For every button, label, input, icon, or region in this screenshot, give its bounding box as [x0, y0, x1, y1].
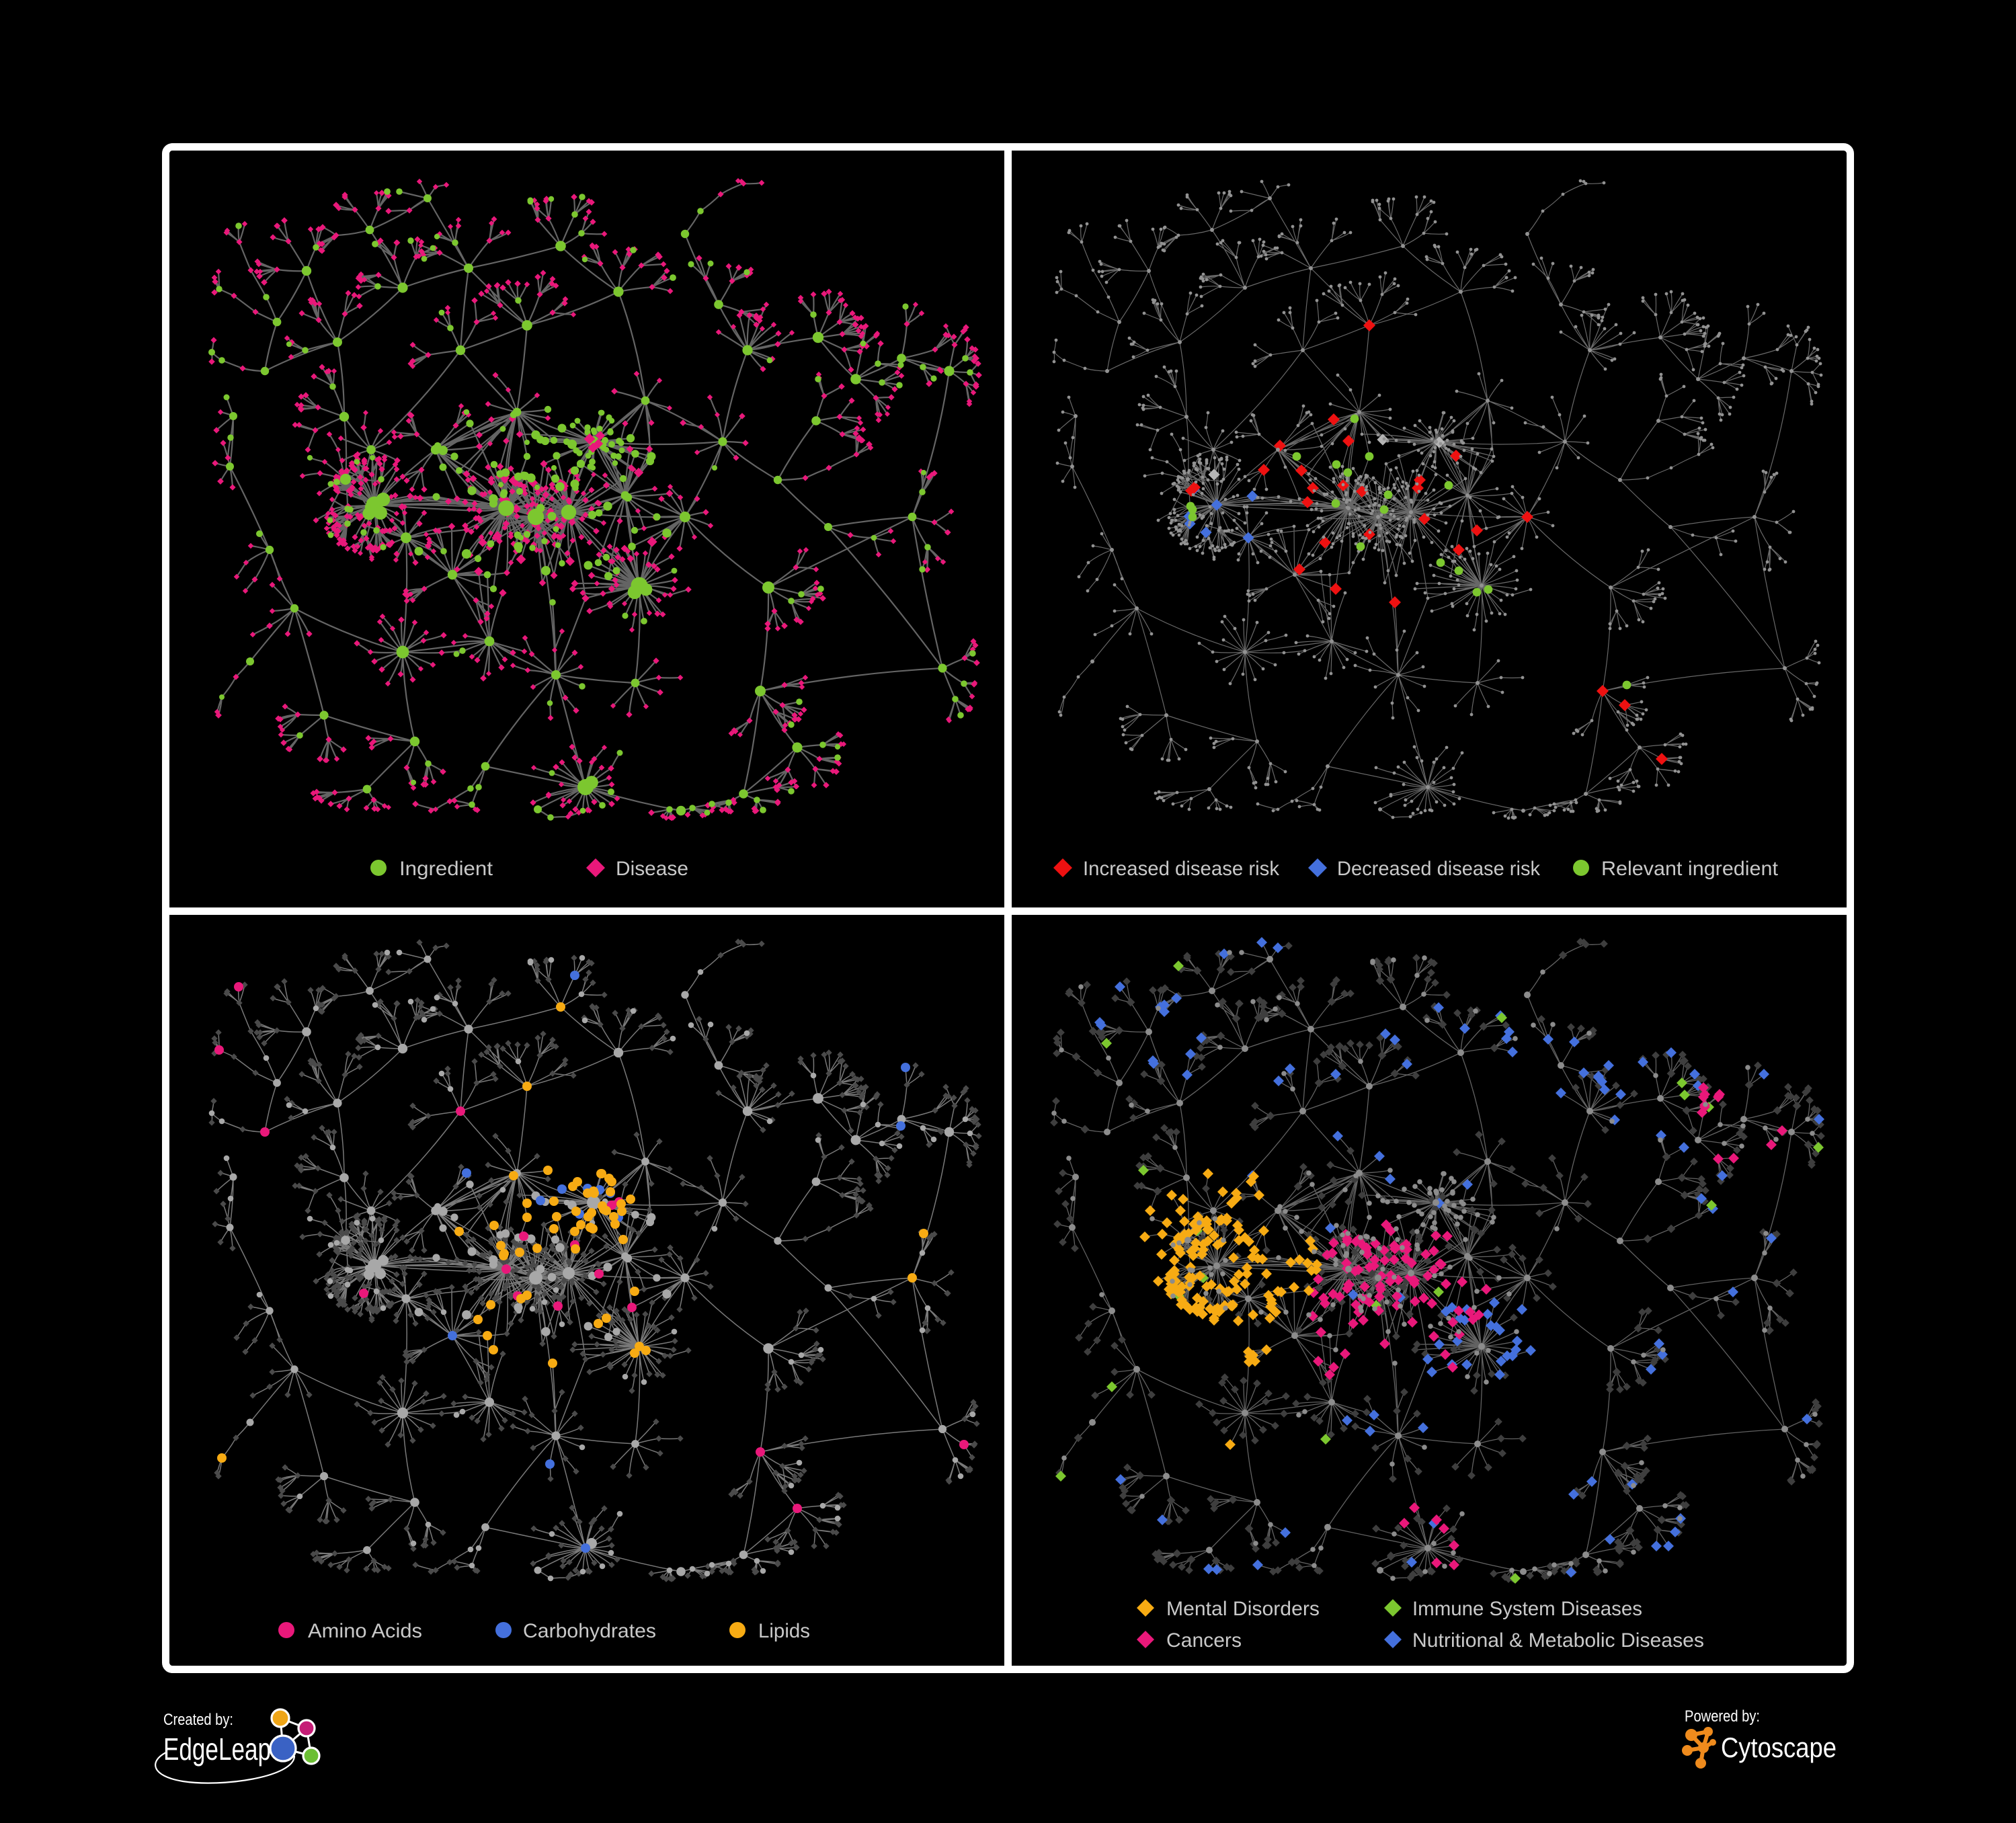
svg-text:Cytoscape: Cytoscape [1721, 1732, 1837, 1763]
svg-text:Mental Disorders: Mental Disorders [1166, 1598, 1320, 1620]
svg-text:Created by:: Created by: [163, 1711, 233, 1729]
svg-text:Lipids: Lipids [758, 1620, 810, 1642]
svg-text:Powered by:: Powered by: [1685, 1707, 1760, 1726]
svg-text:Immune System Diseases: Immune System Diseases [1412, 1598, 1642, 1620]
svg-text:Cancers: Cancers [1166, 1629, 1242, 1652]
svg-text:EdgeLeap: EdgeLeap [163, 1732, 271, 1767]
svg-text:Increased disease risk: Increased disease risk [1083, 858, 1280, 880]
svg-text:Nutritional & Metabolic Diseas: Nutritional & Metabolic Diseases [1412, 1629, 1704, 1652]
svg-text:Decreased disease risk: Decreased disease risk [1337, 858, 1541, 880]
svg-text:Disease: Disease [616, 858, 688, 880]
svg-text:Carbohydrates: Carbohydrates [523, 1620, 656, 1642]
svg-text:Relevant ingredient: Relevant ingredient [1601, 858, 1779, 880]
svg-text:Ingredient: Ingredient [399, 858, 493, 880]
svg-text:Amino Acids: Amino Acids [308, 1620, 422, 1642]
